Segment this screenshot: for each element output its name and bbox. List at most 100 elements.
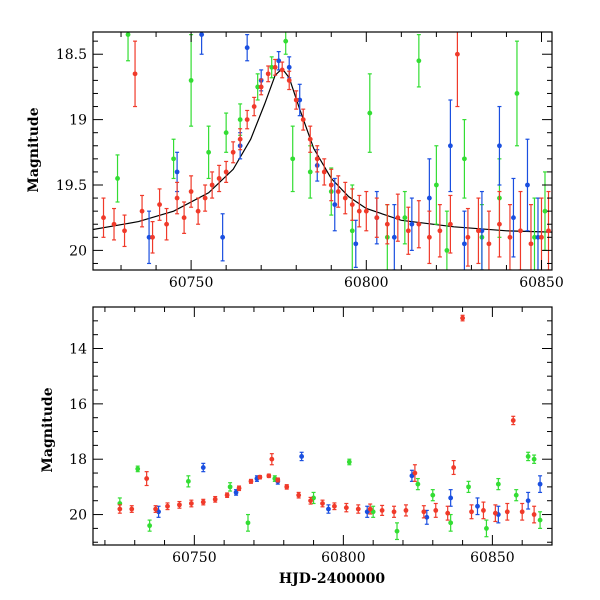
red-data-point bbox=[421, 509, 427, 515]
green-data-point bbox=[290, 156, 296, 162]
green-data-point bbox=[223, 130, 229, 136]
red-data-point bbox=[445, 510, 451, 516]
top-plot-area bbox=[93, 32, 552, 270]
bottom-panel: Magnitude HJD-2400000 60750 60800 60850 … bbox=[40, 306, 553, 587]
red-data-point bbox=[481, 508, 486, 513]
blue-data-point bbox=[426, 195, 432, 201]
red-data-point bbox=[460, 315, 465, 321]
red-data-point bbox=[321, 169, 327, 175]
red-data-point bbox=[486, 241, 492, 247]
red-data-point bbox=[391, 509, 397, 515]
red-data-point bbox=[328, 182, 334, 188]
red-data-point bbox=[279, 67, 285, 73]
green-data-point bbox=[237, 117, 243, 123]
red-data-point bbox=[320, 501, 325, 506]
red-data-point bbox=[293, 97, 299, 103]
red-data-point bbox=[296, 492, 302, 498]
red-data-point bbox=[188, 189, 194, 194]
red-data-point bbox=[224, 492, 230, 498]
blue-data-point bbox=[447, 143, 453, 149]
green-data-point bbox=[349, 228, 355, 234]
blue-data-point bbox=[146, 234, 152, 240]
red-data-point bbox=[379, 508, 385, 513]
red-data-point bbox=[504, 509, 510, 515]
red-data-point bbox=[546, 228, 551, 234]
red-data-point bbox=[476, 228, 481, 234]
blue-data-point bbox=[244, 45, 250, 51]
red-data-point bbox=[251, 104, 257, 109]
green-data-point bbox=[125, 32, 131, 38]
green-data-point bbox=[188, 77, 194, 83]
blue-data-point bbox=[537, 481, 543, 487]
green-data-point bbox=[283, 38, 289, 44]
red-data-point bbox=[531, 512, 537, 517]
red-data-point bbox=[374, 215, 380, 221]
red-data-point bbox=[101, 215, 106, 221]
red-data-point bbox=[447, 221, 453, 227]
red-data-point bbox=[132, 71, 138, 77]
red-data-point bbox=[314, 156, 320, 162]
red-data-point bbox=[269, 456, 275, 462]
green-data-point bbox=[346, 459, 352, 465]
red-data-point bbox=[284, 484, 290, 490]
green-data-point bbox=[115, 176, 120, 181]
bottom-y-tick-label: 16 bbox=[69, 397, 87, 413]
blue-data-point bbox=[233, 490, 239, 495]
blue-data-point bbox=[497, 143, 502, 149]
green-data-point bbox=[185, 478, 191, 484]
red-data-point bbox=[405, 228, 411, 234]
green-data-point bbox=[255, 84, 261, 90]
green-data-point bbox=[402, 215, 408, 221]
blue-data-point bbox=[448, 495, 454, 501]
red-data-point bbox=[492, 510, 498, 516]
top-x-tick-label: 60800 bbox=[344, 275, 389, 291]
green-data-point bbox=[307, 169, 313, 175]
red-data-point bbox=[209, 182, 215, 188]
bottom-plot-frame bbox=[92, 306, 553, 546]
blue-data-point bbox=[525, 498, 531, 504]
green-data-point bbox=[430, 492, 436, 498]
top-y-tick-label: 19.5 bbox=[56, 178, 87, 194]
blue-data-point bbox=[511, 215, 516, 221]
red-data-point bbox=[539, 234, 544, 240]
green-data-point bbox=[514, 91, 520, 96]
red-data-point bbox=[150, 234, 155, 240]
red-data-point bbox=[122, 228, 127, 234]
red-data-point bbox=[165, 503, 170, 509]
green-data-point bbox=[415, 481, 421, 487]
top-plot-frame bbox=[92, 31, 553, 271]
green-data-point bbox=[448, 520, 454, 526]
red-data-point bbox=[272, 64, 278, 70]
top-y-tick-label: 19 bbox=[69, 113, 87, 129]
bottom-x-tick-label: 60800 bbox=[321, 550, 366, 566]
red-data-point bbox=[286, 77, 292, 83]
blue-data-point bbox=[409, 221, 415, 227]
blue-data-point bbox=[199, 32, 205, 38]
red-data-point bbox=[181, 215, 187, 221]
red-data-point bbox=[510, 418, 516, 423]
red-data-point bbox=[307, 136, 313, 142]
red-data-point bbox=[343, 505, 349, 511]
top-panel: Magnitude 60750 60800 60850 18.5 19 19.5… bbox=[26, 31, 564, 291]
blue-data-point bbox=[424, 514, 430, 520]
green-data-point bbox=[525, 454, 531, 459]
red-data-point bbox=[257, 474, 263, 480]
red-data-point bbox=[164, 221, 169, 227]
red-data-point bbox=[363, 208, 369, 214]
blue-data-point bbox=[276, 58, 282, 64]
blue-data-point bbox=[297, 97, 303, 103]
red-data-point bbox=[507, 234, 513, 240]
red-data-point bbox=[230, 149, 236, 155]
red-data-point bbox=[153, 506, 158, 512]
top-y-axis-label: Magnitude bbox=[26, 107, 42, 192]
red-data-point bbox=[332, 503, 337, 509]
blue-data-point bbox=[220, 234, 226, 240]
green-data-point bbox=[531, 456, 537, 462]
fit-curve bbox=[93, 67, 552, 233]
blue-data-point bbox=[299, 454, 305, 459]
bottom-x-tick-label: 60750 bbox=[172, 550, 217, 566]
top-x-tick-label: 60850 bbox=[519, 275, 564, 291]
red-data-point bbox=[454, 51, 460, 57]
red-data-point bbox=[237, 136, 243, 142]
green-data-point bbox=[416, 58, 422, 64]
